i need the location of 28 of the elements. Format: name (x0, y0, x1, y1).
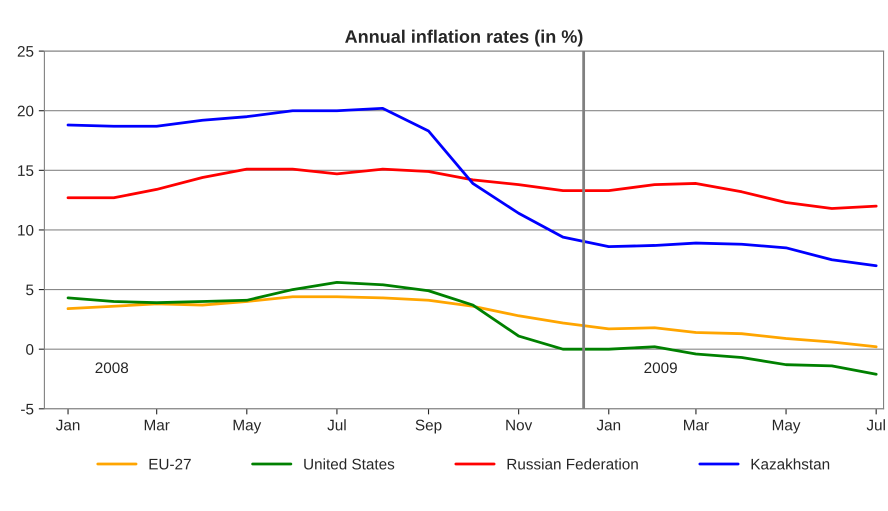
y-tick-label: 20 (18, 106, 34, 116)
y-tick-label: 10 (18, 224, 34, 236)
x-tick-label: Jan (56, 420, 80, 430)
line-series (66, 281, 878, 376)
legend-label: EU-27 (149, 458, 191, 470)
x-tick-label: Sep (416, 420, 442, 434)
legend-label: Kazakhstan (752, 458, 830, 470)
x-tick-label: Mar (144, 420, 170, 430)
x-tick-label: Jul (866, 419, 885, 430)
x-tick-label: Nov (506, 420, 532, 430)
annotation: 2009 (644, 362, 677, 374)
chart-title: Annual inflation rates (in %) (345, 30, 582, 47)
y-tick-label: -5 (21, 404, 34, 414)
x-tick-label: Jan (596, 420, 620, 430)
legend-label: Russian Federation (508, 458, 638, 470)
x-tick-label: Mar (684, 420, 709, 430)
y-tick-label: 0 (26, 344, 34, 355)
annotation: 2008 (96, 362, 128, 374)
line-series (66, 295, 878, 348)
line-series (66, 168, 878, 210)
y-tick-label: 25 (18, 46, 34, 57)
x-tick-label: May (234, 420, 262, 434)
x-tick-label: Jul (327, 419, 346, 430)
x-tick-label: May (772, 420, 800, 434)
legend-label: United States (304, 458, 394, 470)
y-tick-label: 5 (26, 284, 34, 296)
y-tick-label: 15 (18, 165, 34, 176)
line-series (66, 106, 878, 268)
